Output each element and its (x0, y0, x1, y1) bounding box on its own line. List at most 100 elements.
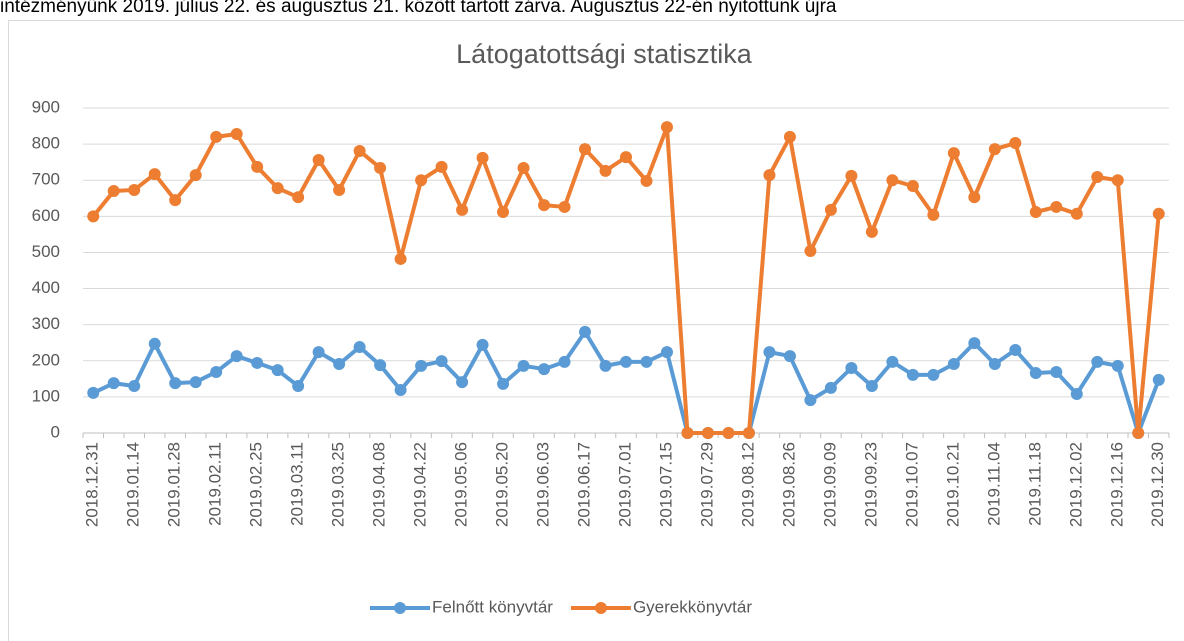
data-point (763, 169, 776, 182)
data-point (476, 338, 489, 351)
data-point (1029, 206, 1042, 218)
data-point (189, 376, 202, 389)
x-tick-label: 2019.04.08 (370, 442, 389, 527)
x-tick-label: 2019.02.11 (206, 442, 225, 526)
data-point (312, 346, 325, 359)
data-point (497, 206, 510, 218)
y-tick-label: 300 (32, 314, 60, 333)
data-point (886, 355, 899, 368)
x-tick-label: 2019.11.18 (1025, 442, 1044, 526)
chart-border (8, 20, 1184, 641)
x-tick-label: 2019.02.25 (247, 442, 266, 527)
data-point (906, 180, 919, 192)
data-point (230, 128, 243, 140)
data-point (128, 380, 141, 393)
data-point (107, 377, 120, 390)
data-point (148, 168, 161, 181)
note-text: intézményünk 2019. július 22. és auguszt… (0, 0, 837, 17)
y-tick-label: 800 (32, 134, 60, 153)
x-tick-label: 2019.03.25 (329, 442, 348, 527)
data-point (824, 381, 837, 394)
y-tick-label: 400 (32, 278, 60, 297)
data-point (374, 161, 387, 174)
data-point (271, 364, 284, 377)
x-tick-label: 2019.12.30 (1148, 442, 1167, 527)
x-tick-label: 2019.09.09 (820, 442, 839, 527)
data-point (517, 359, 530, 372)
data-point (1009, 137, 1022, 150)
data-point (456, 376, 469, 389)
data-point (742, 427, 755, 439)
x-tick-label: 2019.10.21 (943, 442, 962, 527)
series-line (92, 329, 1161, 435)
y-tick-label: 700 (32, 170, 60, 189)
data-point (947, 147, 960, 160)
y-tick-label: 200 (32, 350, 60, 369)
data-point (804, 394, 817, 407)
data-point (353, 144, 366, 157)
x-tick-label: 2019.05.20 (493, 442, 512, 527)
legend-marker (594, 602, 607, 614)
data-point (251, 160, 264, 173)
data-point (435, 355, 448, 368)
data-point (230, 350, 243, 363)
data-point (660, 346, 673, 359)
data-point (927, 368, 940, 381)
data-point (271, 182, 284, 195)
x-tick-label: 2019.07.01 (615, 442, 634, 527)
data-point (210, 365, 223, 378)
data-point (128, 183, 141, 196)
data-point (1091, 355, 1104, 368)
data-point (886, 174, 899, 187)
y-tick-label: 100 (32, 386, 60, 405)
chart-title: Látogatottsági statisztika (456, 39, 753, 69)
data-point (435, 160, 448, 173)
data-point (210, 130, 223, 143)
data-point (333, 358, 346, 371)
legend-label: Gyerekkönyvtár (633, 597, 752, 616)
data-point (87, 386, 100, 399)
data-point (1111, 359, 1124, 372)
y-tick-label: 900 (32, 97, 60, 116)
data-point (620, 355, 632, 368)
data-point (599, 359, 612, 372)
data-point (476, 151, 489, 164)
data-point (1152, 373, 1165, 386)
x-tick-label: 2019.06.17 (575, 442, 594, 527)
data-point (189, 169, 202, 182)
x-tick-label: 2019.05.06 (452, 442, 471, 527)
data-point (1050, 365, 1063, 378)
data-point (783, 130, 796, 143)
data-point (763, 346, 776, 359)
data-point (558, 355, 571, 368)
data-point (968, 337, 981, 350)
data-point (558, 200, 571, 213)
x-tick-label: 2019.07.29 (697, 442, 716, 527)
data-point (1070, 207, 1083, 220)
data-point (1152, 207, 1165, 220)
data-point (415, 174, 428, 187)
data-point (169, 194, 182, 207)
data-point (353, 341, 366, 354)
legend-label: Felnőtt könyvtár (432, 597, 553, 616)
x-tick-label: 2019.12.02 (1066, 442, 1085, 527)
x-tick-label: 2019.01.28 (165, 442, 184, 527)
data-point (968, 191, 981, 204)
data-point (599, 164, 612, 177)
data-point (415, 359, 428, 372)
data-point (312, 154, 325, 166)
legend-marker (394, 602, 406, 614)
data-point (107, 185, 120, 198)
data-point (804, 245, 817, 257)
data-point (824, 203, 837, 216)
x-tick-label: 2018.12.31 (83, 442, 102, 527)
data-point (169, 377, 182, 390)
data-point (1091, 170, 1104, 183)
x-tick-label: 2019.01.14 (124, 442, 143, 527)
data-point (988, 143, 1001, 156)
data-point (538, 199, 551, 212)
data-point (579, 143, 592, 156)
x-tick-label: 2019.06.03 (534, 442, 553, 527)
data-point (1009, 343, 1022, 356)
